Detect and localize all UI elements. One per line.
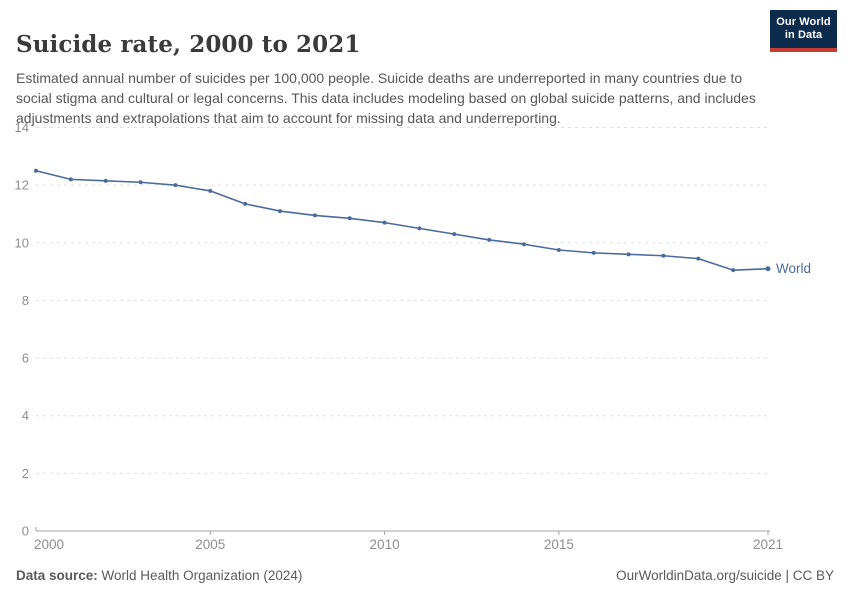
owid-url-license-link[interactable]: OurWorldinData.org/suicide | CC BY — [616, 568, 834, 583]
data-point-world-2020 — [731, 268, 736, 273]
chart-footer: Data source: World Health Organization (… — [16, 568, 834, 583]
data-point-world-2014 — [522, 242, 526, 247]
x-tick-label-2005: 2005 — [195, 537, 225, 552]
x-tick-label-2015: 2015 — [544, 537, 574, 552]
y-tick-label-0: 0 — [22, 524, 29, 539]
data-point-world-2010 — [382, 220, 387, 225]
data-point-world-2002 — [103, 178, 108, 183]
data-point-world-2006 — [243, 201, 248, 206]
data-point-world-2016 — [591, 250, 596, 255]
data-point-world-2013 — [487, 237, 492, 242]
data-point-world-2007 — [278, 209, 282, 214]
y-tick-label-10: 10 — [15, 235, 29, 250]
x-tick-label-2021: 2021 — [753, 537, 783, 552]
series-line-world — [35, 169, 769, 271]
y-tick-label-2: 2 — [22, 466, 29, 481]
data-source-label: Data source: — [16, 568, 98, 583]
owid-logo[interactable]: Our World in Data — [770, 10, 837, 52]
data-point-world-2011 — [417, 226, 422, 231]
owid-logo-line1: Our World — [776, 15, 831, 28]
data-point-world-2005 — [208, 188, 213, 193]
owid-logo-line2: in Data — [784, 29, 823, 41]
data-point-world-2015 — [556, 247, 561, 252]
page-title: Suicide rate, 2000 to 2021 — [16, 31, 361, 59]
chart-subtitle: Estimated annual number of suicides per … — [16, 70, 756, 126]
data-point-world-2017 — [626, 252, 631, 257]
series-label-world[interactable]: World — [776, 261, 811, 276]
data-point-world-2012 — [452, 232, 457, 237]
data-point-world-2009 — [347, 216, 352, 221]
data-point-world-2019 — [696, 256, 701, 261]
data-source-value: World Health Organization (2024) — [101, 568, 303, 583]
data-point-world-2004 — [173, 183, 178, 188]
y-tick-label-6: 6 — [22, 351, 29, 366]
y-tick-label-14: 14 — [15, 120, 29, 135]
data-point-world-2008 — [312, 213, 317, 218]
x-tick-label-2000: 2000 — [34, 537, 64, 552]
data-point-world-2001 — [68, 177, 73, 182]
data-point-world-2000 — [34, 168, 38, 173]
y-tick-label-12: 12 — [15, 178, 29, 193]
data-point-world-2021 — [765, 266, 771, 272]
y-tick-label-8: 8 — [22, 293, 29, 308]
data-point-world-2003 — [138, 180, 143, 185]
data-point-world-2018 — [661, 253, 666, 258]
y-tick-label-4: 4 — [22, 408, 29, 423]
data-source: Data source: World Health Organization (… — [16, 568, 302, 583]
x-tick-label-2010: 2010 — [370, 537, 400, 552]
